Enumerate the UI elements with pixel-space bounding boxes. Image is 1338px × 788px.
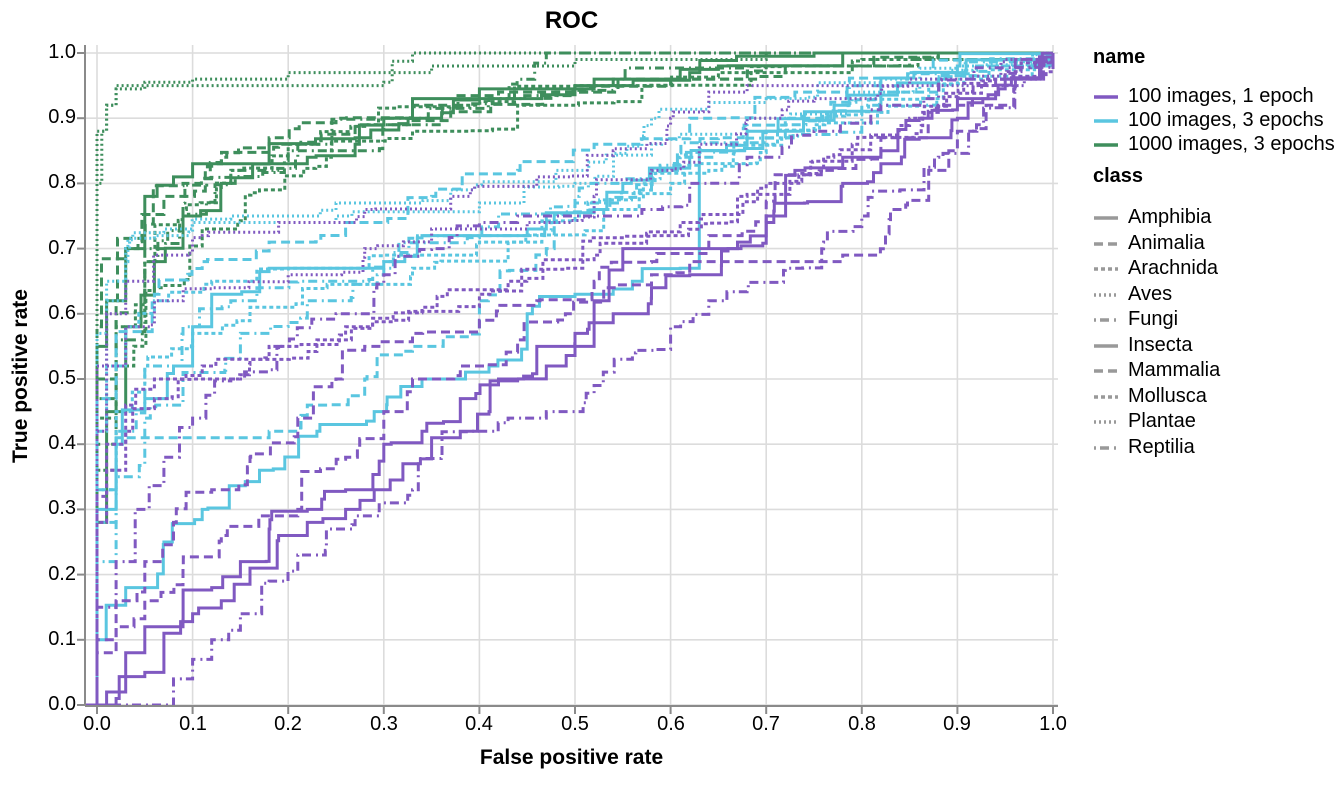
legend-item-label: Animalia bbox=[1128, 232, 1205, 254]
legend-item-label: Plantae bbox=[1128, 410, 1196, 432]
legend-class-item: Mollusca bbox=[1093, 384, 1207, 409]
legend-class-item: Plantae bbox=[1093, 409, 1196, 434]
y-tick-label: 0.5 bbox=[48, 367, 76, 389]
legend-class-item: Amphibia bbox=[1093, 205, 1211, 230]
legend-class-item: Insecta bbox=[1093, 333, 1192, 358]
y-tick-label: 1.0 bbox=[48, 41, 76, 63]
legend-line-swatch-icon bbox=[1094, 142, 1118, 147]
x-tick-label: 0.4 bbox=[465, 713, 493, 735]
y-tick-label: 0.9 bbox=[48, 106, 76, 128]
legend-line-swatch-icon bbox=[1094, 215, 1118, 220]
y-tick-label: 0.7 bbox=[48, 237, 76, 259]
legend-name-title: name bbox=[1093, 46, 1146, 68]
legend-class-item: Mammalia bbox=[1093, 358, 1220, 383]
roc-curve-mollusca-100-images-1-epoch bbox=[86, 53, 1055, 707]
x-tick-label: 1.0 bbox=[1039, 713, 1067, 735]
legend-item-label: Amphibia bbox=[1128, 206, 1212, 228]
y-tick-label: 0.0 bbox=[48, 693, 76, 715]
legend-item-label: Arachnida bbox=[1128, 257, 1219, 279]
legend-item-label: Aves bbox=[1128, 283, 1173, 305]
roc-curve-animalia-100-images-3-epochs bbox=[86, 53, 1055, 707]
roc-curve-plantae-100-images-3-epochs bbox=[86, 53, 1055, 707]
roc-curve-fungi-100-images-3-epochs bbox=[86, 53, 1055, 707]
x-axis-title: False positive rate bbox=[479, 746, 664, 769]
legend-class-item: Arachnida bbox=[1093, 256, 1218, 281]
legend-line-swatch-icon bbox=[1094, 266, 1118, 271]
legend-line-swatch-icon bbox=[1094, 445, 1118, 450]
x-tick-label: 0.3 bbox=[370, 713, 398, 735]
legend-line-swatch-icon bbox=[1094, 419, 1118, 424]
legend-item-label: Reptilia bbox=[1128, 436, 1195, 458]
roc-curve-amphibia-1000-images-3-epochs bbox=[86, 51, 1053, 707]
roc-curve-animalia-1000-images-3-epochs bbox=[86, 53, 1055, 707]
axes bbox=[77, 45, 1058, 714]
legend-line-swatch-icon bbox=[1094, 118, 1118, 123]
x-tick-label: 0.0 bbox=[83, 713, 111, 735]
legend-name-item: 100 images, 3 epochs bbox=[1093, 108, 1324, 133]
legend-item-label: 1000 images, 3 epochs bbox=[1128, 133, 1335, 155]
legend-item-label: 100 images, 1 epoch bbox=[1128, 85, 1314, 107]
roc-curve-fungi-1000-images-3-epochs bbox=[86, 51, 1053, 707]
y-tick-label: 0.8 bbox=[48, 171, 76, 193]
legend-class-item: Fungi bbox=[1093, 307, 1178, 332]
roc-curve-mammalia-100-images-3-epochs bbox=[86, 53, 1055, 707]
roc-curve-reptilia-100-images-1-epoch bbox=[86, 53, 1055, 707]
legend-class-title: class bbox=[1093, 165, 1144, 187]
roc-curve-insecta-100-images-1-epoch bbox=[86, 53, 1055, 707]
x-tick-label: 0.2 bbox=[274, 713, 302, 735]
roc-curve-plantae-100-images-1-epoch bbox=[86, 51, 1053, 707]
legend-class-item: Aves bbox=[1093, 282, 1172, 307]
roc-curve-arachnida-100-images-1-epoch bbox=[86, 53, 1055, 707]
legend-line-swatch-icon bbox=[1094, 94, 1118, 99]
legend-item-label: 100 images, 3 epochs bbox=[1128, 109, 1324, 131]
legend-item-label: Mollusca bbox=[1128, 385, 1207, 407]
x-tick-label: 0.7 bbox=[752, 713, 780, 735]
roc-curve-arachnida-100-images-3-epochs bbox=[86, 53, 1055, 707]
legend-name-item: 1000 images, 3 epochs bbox=[1093, 132, 1335, 157]
legend-name-item: 100 images, 1 epoch bbox=[1093, 84, 1314, 109]
roc-curve-reptilia-1000-images-3-epochs bbox=[86, 51, 1053, 707]
y-tick-label: 0.4 bbox=[48, 432, 76, 454]
legend-class-item: Reptilia bbox=[1093, 435, 1195, 460]
y-tick-label: 0.2 bbox=[48, 563, 76, 585]
roc-curve-fungi-100-images-1-epoch bbox=[86, 53, 1055, 707]
x-tick-label: 0.6 bbox=[657, 713, 685, 735]
roc-curve-animalia-100-images-1-epoch bbox=[86, 53, 1055, 707]
x-tick-label: 0.1 bbox=[179, 713, 207, 735]
roc-curve-plantae-1000-images-3-epochs bbox=[86, 51, 1053, 707]
roc-curves bbox=[86, 51, 1055, 707]
legend-item-label: Mammalia bbox=[1128, 359, 1221, 381]
y-tick-label: 0.1 bbox=[48, 628, 76, 650]
roc-curve-amphibia-100-images-1-epoch bbox=[86, 51, 1055, 707]
x-tick-label: 0.9 bbox=[943, 713, 971, 735]
y-tick-label: 0.6 bbox=[48, 302, 76, 324]
roc-curve-arachnida-1000-images-3-epochs bbox=[86, 53, 1055, 707]
roc-curve-aves-100-images-3-epochs bbox=[86, 53, 1055, 707]
legend-item-label: Fungi bbox=[1128, 308, 1179, 330]
gridlines bbox=[85, 45, 1058, 706]
y-tick-label: 0.3 bbox=[48, 497, 76, 519]
legend-line-swatch-icon bbox=[1094, 292, 1118, 297]
x-tick-label: 0.8 bbox=[848, 713, 876, 735]
legend-line-swatch-icon bbox=[1094, 317, 1118, 322]
chart-title: ROC bbox=[544, 7, 599, 34]
roc-curve-insecta-100-images-3-epochs bbox=[86, 53, 1055, 707]
x-tick-label: 0.5 bbox=[561, 713, 589, 735]
legend-class-item: Animalia bbox=[1093, 231, 1205, 256]
legend-line-swatch-icon bbox=[1094, 241, 1118, 246]
roc-curve-aves-100-images-1-epoch bbox=[86, 53, 1055, 707]
legend-line-swatch-icon bbox=[1094, 343, 1118, 348]
roc-curve-aves-1000-images-3-epochs bbox=[86, 51, 1053, 707]
legend-line-swatch-icon bbox=[1094, 394, 1118, 399]
legend-line-swatch-icon bbox=[1094, 368, 1118, 373]
legend-item-label: Insecta bbox=[1128, 334, 1193, 356]
